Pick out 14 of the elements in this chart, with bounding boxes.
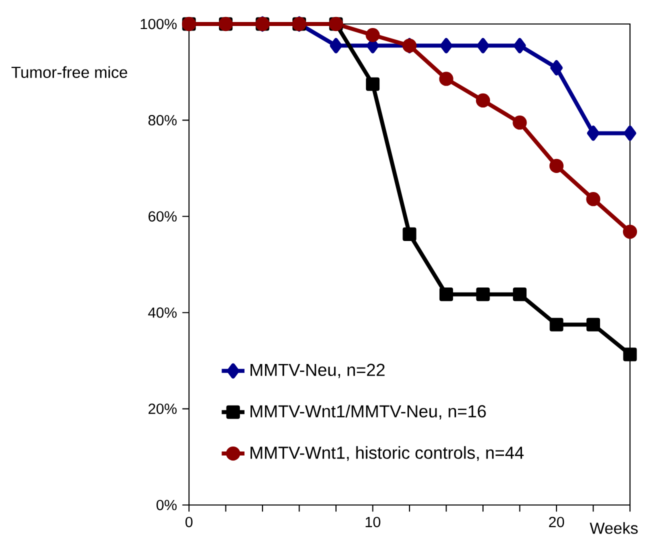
x-tick-label: 20	[549, 516, 564, 528]
x-tick-label: 10	[366, 516, 380, 528]
y-tick-label: 80%	[148, 115, 177, 126]
x-axis-title: Weeks	[590, 522, 638, 534]
y-tick-label: 60%	[148, 211, 177, 222]
y-axis-title: Tumor-free mice	[12, 66, 128, 78]
legend-label: MMTV-Wnt1/MMTV-Neu, n=16	[250, 404, 486, 420]
y-tick-label: 100%	[140, 18, 177, 30]
legend-label: MMTV-Wnt1, historic controls, n=44	[250, 446, 524, 461]
y-tick-label: 40%	[148, 307, 177, 318]
x-tick-label: 0	[185, 516, 192, 528]
legend-label: MMTV-Neu, n=22	[250, 364, 385, 378]
y-tick-label: 0%	[156, 500, 177, 510]
y-tick-label: 20%	[148, 404, 177, 414]
